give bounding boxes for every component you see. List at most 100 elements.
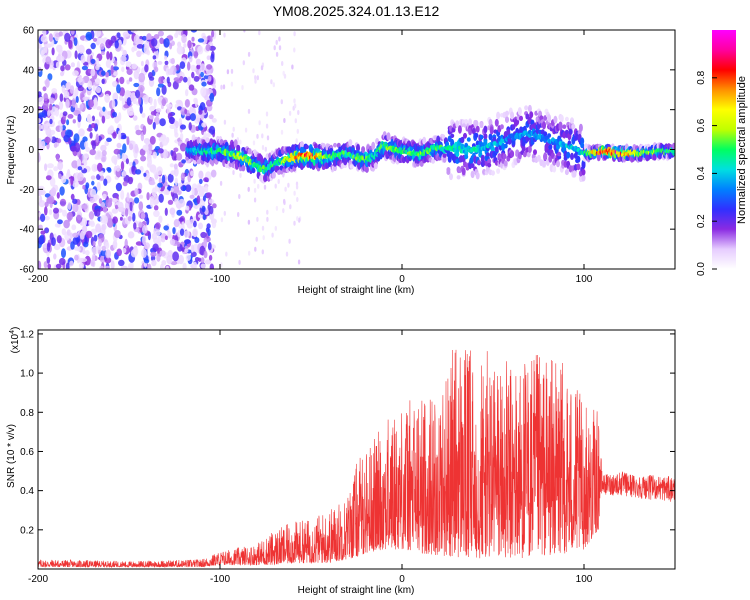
heatmap-cell: [58, 31, 63, 37]
heatmap-cell: [85, 182, 90, 190]
heatmap-cell: [79, 104, 84, 111]
heatmap-cell: [511, 124, 516, 130]
heatmap-cell: [253, 197, 257, 203]
heatmap-cell: [139, 194, 144, 199]
heatmap-cell: [115, 165, 121, 172]
heatmap-cell: [157, 30, 164, 37]
heatmap-cell: [158, 215, 163, 224]
heatmap-cell: [441, 134, 446, 140]
heatmap-cell: [185, 254, 191, 261]
heatmap-cell: [133, 222, 137, 230]
heatmap-cell: [295, 184, 299, 190]
spectrogram-x-ticks: -200 -100 0 100: [28, 30, 593, 285]
heatmap-cell: [386, 132, 391, 141]
heatmap-cell: [92, 240, 96, 247]
heatmap-cell: [77, 113, 82, 123]
heatmap-cell: [65, 98, 70, 109]
y-tick-label: 1.0: [20, 369, 34, 380]
heatmap-cell: [449, 173, 453, 181]
heatmap-cell: [112, 92, 119, 102]
x-tick-label: -200: [28, 274, 48, 285]
heatmap-cell: [205, 137, 210, 144]
heatmap-cell: [265, 123, 269, 129]
heatmap-cell: [167, 173, 174, 183]
heatmap-cell: [51, 47, 55, 56]
heatmap-cell: [154, 230, 161, 237]
heatmap-cell: [90, 68, 96, 77]
heatmap-cell: [180, 124, 186, 130]
heatmap-cell: [241, 85, 244, 90]
heatmap-cell: [91, 180, 95, 186]
heatmap-cell: [125, 91, 132, 96]
heatmap-cell: [220, 262, 223, 268]
heatmap-cell: [191, 36, 195, 42]
heatmap-cell: [275, 51, 279, 57]
heatmap-cell: [104, 93, 110, 103]
heatmap-cell: [48, 209, 53, 216]
heatmap-cell: [102, 206, 108, 213]
snr-multiplier: (x104): [9, 327, 21, 354]
heatmap-cell: [100, 144, 107, 152]
heatmap-cell: [193, 50, 199, 59]
heatmap-cell: [112, 239, 118, 250]
heatmap-cell: [38, 224, 43, 230]
heatmap-cell: [542, 159, 546, 168]
heatmap-cell: [143, 44, 149, 55]
heatmap-cell: [115, 182, 122, 192]
heatmap-cell: [77, 166, 83, 171]
colorbar-gradient: [712, 30, 736, 269]
y-tick-label: 0.8: [20, 408, 34, 419]
heatmap-cell: [547, 133, 552, 138]
heatmap-cell: [140, 155, 147, 162]
heatmap-cell: [99, 175, 105, 181]
heatmap-cell: [94, 155, 99, 160]
heatmap-cell: [46, 256, 51, 264]
heatmap-cell: [88, 211, 95, 220]
heatmap-cell: [68, 137, 72, 145]
snr-x-ticks: -200 -100 0 100: [28, 330, 593, 585]
heatmap-cell: [130, 93, 134, 102]
heatmap-cell: [60, 71, 64, 77]
heatmap-cell: [208, 45, 216, 51]
heatmap-cell: [49, 177, 56, 187]
heatmap-cell: [148, 143, 153, 152]
heatmap-cell: [175, 120, 179, 129]
heatmap-cell: [104, 256, 112, 264]
heatmap-cell: [169, 163, 174, 168]
heatmap-cell: [112, 80, 118, 88]
heatmap-cell: [297, 110, 300, 115]
heatmap-cell: [256, 133, 259, 139]
heatmap-cell: [572, 170, 577, 178]
heatmap-cell: [261, 133, 264, 139]
heatmap-cell: [293, 220, 296, 226]
heatmap-cell: [671, 142, 675, 151]
heatmap-cell: [122, 143, 127, 154]
heatmap-cell: [191, 71, 195, 79]
heatmap-cell: [161, 174, 166, 184]
heatmap-cell: [164, 60, 169, 65]
heatmap-cell: [56, 44, 63, 53]
heatmap-cell: [142, 144, 149, 151]
heatmap-cell: [45, 78, 50, 88]
heatmap-cell: [672, 149, 675, 154]
heatmap-cell: [38, 185, 45, 191]
heatmap-cell: [184, 99, 190, 108]
heatmap-cell: [293, 103, 297, 109]
heatmap-cell: [287, 182, 290, 188]
heatmap-cell: [254, 246, 257, 252]
heatmap-cell: [201, 35, 208, 45]
heatmap-cell: [61, 228, 66, 236]
heatmap-cell: [139, 86, 143, 97]
heatmap-cell: [175, 64, 180, 71]
heatmap-cell: [251, 167, 256, 174]
heatmap-cell: [159, 37, 164, 45]
heatmap-cell: [196, 64, 201, 70]
heatmap-cell: [138, 72, 146, 83]
heatmap-cell: [203, 177, 209, 183]
heatmap-cell: [107, 167, 112, 173]
heatmap-cell: [201, 122, 207, 128]
heatmap-cell: [273, 45, 276, 51]
heatmap-cell: [110, 260, 115, 269]
heatmap-cell: [193, 75, 200, 82]
heatmap-cell: [266, 135, 270, 141]
